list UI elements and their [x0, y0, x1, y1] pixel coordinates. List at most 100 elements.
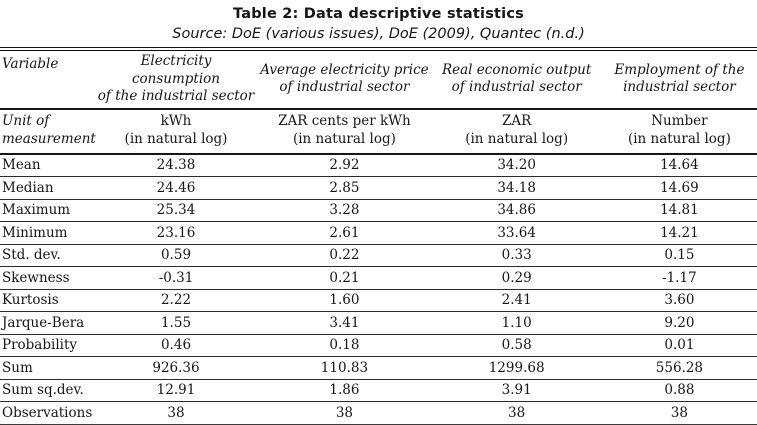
value-cell: 14.81	[601, 199, 757, 222]
table-row-mean: Mean 24.38 2.92 34.20 14.64	[0, 153, 757, 177]
unit-cell: Number (in natural log)	[601, 108, 757, 155]
value-cell: 0.15	[601, 244, 757, 267]
value-cell: 0.22	[257, 244, 432, 267]
value-cell: 556.28	[601, 356, 757, 380]
unit-line: Number	[651, 113, 708, 129]
table-row-kurtosis: Kurtosis 2.22 1.60 2.41 3.60	[0, 289, 757, 312]
value-cell: 1.55	[94, 311, 258, 335]
header-line: of the industrial sector	[97, 88, 255, 104]
row-label: Maximum	[0, 199, 95, 222]
value-cell: 0.21	[257, 266, 432, 290]
row-label: Skewness	[0, 266, 95, 290]
value-cell: -1.17	[601, 266, 757, 290]
value-cell: 1.10	[431, 311, 602, 335]
row-label: Mean	[0, 153, 95, 177]
table-row-sum-sq-dev: Sum sq.dev. 12.91 1.86 3.91 0.88	[0, 379, 757, 402]
table-row-observations: Observations 38 38 38 38	[0, 401, 757, 425]
value-cell: 14.64	[601, 153, 757, 177]
value-cell: 38	[257, 401, 432, 425]
value-cell: 0.88	[601, 379, 757, 402]
value-cell: 0.58	[431, 334, 602, 357]
value-cell: 0.18	[257, 334, 432, 357]
row-label: Minimum	[0, 221, 95, 245]
header-line: Electricity consumption	[131, 53, 220, 87]
unit-line: ZAR	[501, 113, 532, 129]
value-cell: 2.41	[431, 289, 602, 312]
unit-line: (in natural log)	[292, 130, 396, 147]
column-header-electricity-consumption: Electricity consumption of the industria…	[94, 49, 258, 110]
value-cell: 14.69	[601, 176, 757, 200]
value-cell: 34.20	[431, 153, 602, 177]
value-cell: 0.01	[601, 334, 757, 357]
value-cell: 2.22	[94, 289, 258, 312]
value-cell: 110.83	[257, 356, 432, 380]
header-line: Real economic output	[441, 61, 592, 78]
value-cell: 33.64	[431, 221, 602, 245]
value-cell: 926.36	[94, 356, 258, 380]
value-cell: 38	[431, 401, 602, 425]
table-row-jarque-bera: Jarque-Bera 1.55 3.41 1.10 9.20	[0, 311, 757, 335]
value-cell: 23.16	[94, 221, 258, 245]
column-header-employment: Employment of the industrial sector	[601, 49, 757, 110]
value-cell: 2.61	[257, 221, 432, 245]
table-title: Table 2: Data descriptive statistics	[233, 6, 524, 22]
value-cell: -0.31	[94, 266, 258, 290]
row-label: Sum	[0, 356, 95, 380]
unit-label-line: Unit of	[2, 113, 50, 129]
value-cell: 34.18	[431, 176, 602, 200]
value-cell: 2.92	[257, 153, 432, 177]
header-line: of industrial sector	[279, 79, 410, 96]
row-label: Probability	[0, 334, 95, 357]
unit-line: (in natural log)	[124, 130, 228, 147]
unit-line: (in natural log)	[465, 130, 569, 147]
value-cell: 12.91	[94, 379, 258, 402]
value-cell: 0.29	[431, 266, 602, 290]
value-cell: 0.46	[94, 334, 258, 357]
header-line: Average electricity price	[260, 61, 429, 78]
column-header-row: Variable Electricity consumption of the …	[0, 49, 757, 110]
value-cell: 3.60	[601, 289, 757, 312]
value-cell: 0.59	[94, 244, 258, 267]
table-source-line: Source: DoE (various issues), DoE (2009)…	[172, 26, 585, 42]
row-label: Median	[0, 176, 95, 200]
unit-line: kWh	[160, 113, 192, 129]
column-header-economic-output: Real economic output of industrial secto…	[431, 49, 602, 110]
descriptive-statistics-table: Variable Electricity consumption of the …	[0, 47, 757, 425]
value-cell: 3.28	[257, 199, 432, 222]
value-cell: 25.34	[94, 199, 258, 222]
column-header-electricity-price: Average electricity price of industrial …	[257, 49, 432, 110]
table-row-minimum: Minimum 23.16 2.61 33.64 14.21	[0, 221, 757, 245]
unit-line: ZAR cents per kWh	[278, 113, 411, 129]
unit-line: (in natural log)	[627, 130, 731, 147]
row-label: Jarque-Bera	[0, 311, 95, 335]
header-line: Employment of the	[614, 61, 745, 78]
table-row-std-dev: Std. dev. 0.59 0.22 0.33 0.15	[0, 244, 757, 267]
unit-of-measurement-row: Unit of measurement kWh (in natural log)…	[0, 108, 757, 155]
table-row-median: Median 24.46 2.85 34.18 14.69	[0, 176, 757, 200]
unit-row-label: Unit of measurement	[0, 108, 96, 155]
row-label: Std. dev.	[0, 244, 95, 267]
value-cell: 34.86	[431, 199, 602, 222]
unit-cell: ZAR (in natural log)	[431, 108, 602, 155]
row-label: Kurtosis	[0, 289, 95, 312]
header-line: of industrial sector	[451, 79, 582, 96]
value-cell: 1.60	[257, 289, 432, 312]
value-cell: 24.46	[94, 176, 258, 200]
value-cell: 1.86	[257, 379, 432, 402]
value-cell: 9.20	[601, 311, 757, 335]
value-cell: 38	[601, 401, 757, 425]
row-label: Sum sq.dev.	[0, 379, 95, 402]
table-row-skewness: Skewness -0.31 0.21 0.29 -1.17	[0, 266, 757, 290]
value-cell: 0.33	[431, 244, 602, 267]
unit-cell: kWh (in natural log)	[94, 108, 258, 155]
value-cell: 3.41	[257, 311, 432, 335]
value-cell: 3.91	[431, 379, 602, 402]
table-row-sum: Sum 926.36 110.83 1299.68 556.28	[0, 356, 757, 380]
value-cell: 1299.68	[431, 356, 602, 380]
unit-cell: ZAR cents per kWh (in natural log)	[257, 108, 432, 155]
table-row-maximum: Maximum 25.34 3.28 34.86 14.81	[0, 199, 757, 222]
unit-label-line: measurement	[2, 130, 96, 147]
row-label: Observations	[0, 401, 95, 425]
variable-header: Variable	[0, 49, 95, 110]
